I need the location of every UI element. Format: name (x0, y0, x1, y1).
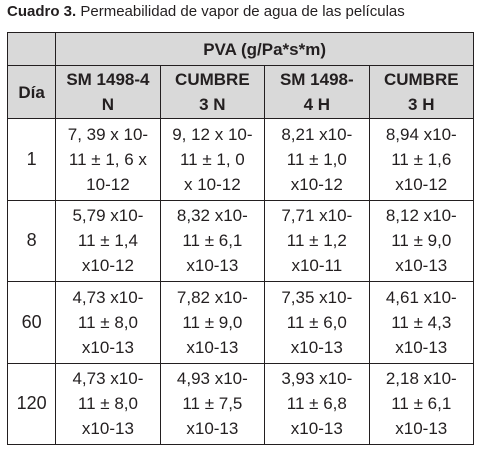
header-blank-cell (6, 32, 57, 66)
value-cell: 8,94 x10- 11 ± 1,6 x10-12 (368, 118, 475, 201)
value-cell: 8,32 x10- 11 ± 6,1 x10-13 (159, 199, 266, 282)
table-caption: Cuadro 3. Permeabilidad de vapor de agua… (7, 2, 405, 22)
value-cell: 7,82 x10- 11 ± 9,0 x10-13 (159, 281, 266, 364)
value-cell: 4,73 x10- 11 ± 8,0 x10-13 (55, 362, 161, 445)
value-cell: 3,93 x10- 11 ± 6,8 x10-13 (264, 362, 370, 445)
column-header: SM 1498-4 N (55, 65, 161, 119)
table-row: 120 4,73 x10- 11 ± 8,0 x10-13 4,93 x10- 11 … (6, 362, 475, 445)
caption-label: Cuadro 3. (7, 3, 77, 20)
column-header: CUMBRE 3 N (159, 65, 266, 119)
value-cell: 4,61 x10- 11 ± 4,3 x10-13 (368, 281, 475, 364)
table-row: 8 5,79 x10- 11 ± 1,4 x10-12 8,32 x10- 11 ± … (6, 199, 475, 282)
value-cell: 4,93 x10- 11 ± 7,5 x10-13 (159, 362, 266, 445)
value-cell: 7, 39 x 10- 11 ± 1, 6 x 10-12 (55, 118, 161, 201)
column-header: SM 1498- 4 H (264, 65, 370, 119)
value-cell: 2,18 x10- 11 ± 6,1 x10-13 (368, 362, 475, 445)
day-cell: 8 (6, 199, 57, 282)
value-cell: 5,79 x10- 11 ± 1,4 x10-12 (55, 199, 161, 282)
value-cell: 4,73 x10- 11 ± 8,0 x10-13 (55, 281, 161, 364)
day-cell: 1 (6, 118, 57, 201)
caption-text: Permeabilidad de vapor de agua de las pe… (80, 3, 405, 20)
value-cell: 7,35 x10- 11 ± 6,0 x10-13 (264, 281, 370, 364)
day-cell: 60 (6, 281, 57, 364)
day-cell: 120 (6, 362, 57, 445)
table-row: 1 7, 39 x 10- 11 ± 1, 6 x 10-12 9, 12 x 10… (6, 118, 475, 201)
column-header: CUMBRE 3 H (368, 65, 475, 119)
group-header: PVA (g/Pa*s*m) (55, 32, 474, 66)
day-header: Día (6, 65, 57, 119)
value-cell: 8,12 x10- 11 ± 9,0 x10-13 (368, 199, 475, 282)
table-row: 60 4,73 x10- 11 ± 8,0 x10-13 7,82 x10- 11 ±… (6, 281, 475, 364)
value-cell: 8,21 x10- 11 ± 1,0 x10-12 (264, 118, 370, 201)
permeability-table: PVA (g/Pa*s*m) Día SM 1498-4 N CUMBRE 3 N … (6, 32, 475, 445)
value-cell: 7,71 x10- 11 ± 1,2 x10-11 (264, 199, 370, 282)
